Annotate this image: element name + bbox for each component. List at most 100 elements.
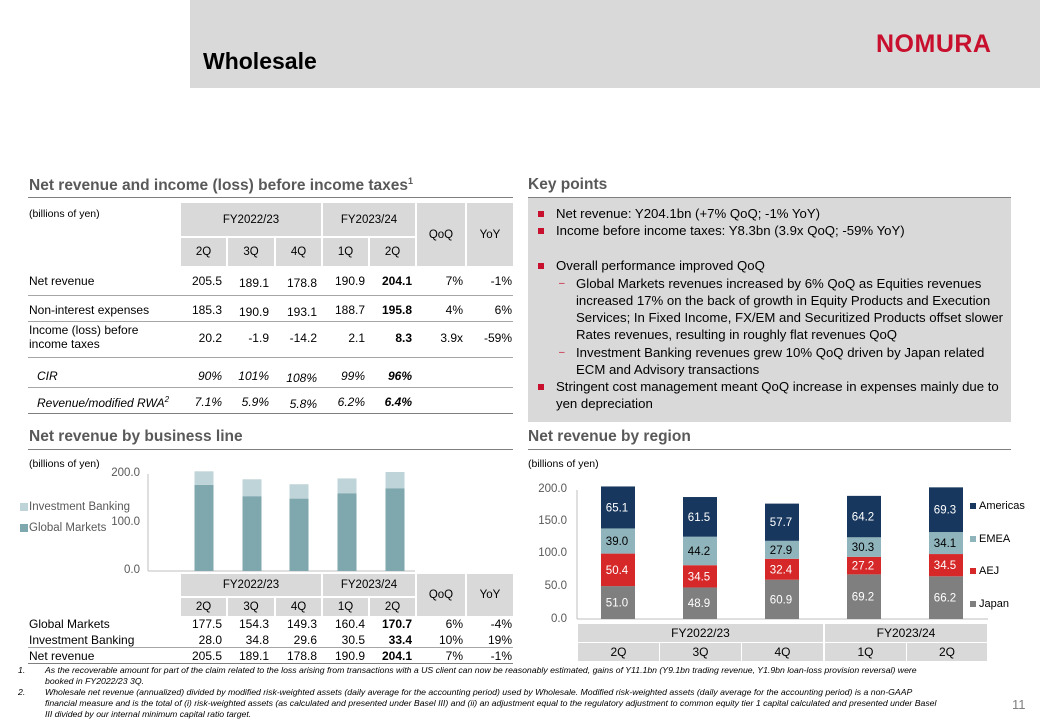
pl-table-title-sup: 1 <box>408 176 414 186</box>
pl-cell: 6.4% <box>384 395 412 409</box>
data-label: 34.5 <box>688 571 710 583</box>
data-label: 48.9 <box>688 598 710 610</box>
data-label: 44.2 <box>688 546 710 558</box>
bar-global-markets <box>385 488 405 571</box>
bar-americas <box>929 487 963 533</box>
data-label: 66.2 <box>934 593 956 605</box>
pl-cell: 7% <box>445 274 463 288</box>
pl-cell: -1.9 <box>248 331 269 345</box>
data-label: 34.5 <box>934 560 956 572</box>
biz-cell: -1% <box>490 649 512 663</box>
pl-cell: 195.8 <box>381 303 412 317</box>
business-chart-unit: (billions of yen) <box>29 458 100 470</box>
key-point-sub: Services; In Fixed Income, FX/EM and Sec… <box>576 310 1004 325</box>
pl-cell: 4% <box>445 303 463 317</box>
biz-cell: 34.8 <box>245 633 269 647</box>
footnote-line: financial measure and is the total of (i… <box>45 698 937 708</box>
legend-label: EMEA <box>979 533 1011 545</box>
bar-emea <box>765 540 799 559</box>
y-tick-label: 200.0 <box>111 467 140 479</box>
pl-row-label: CIR <box>37 369 58 383</box>
pl-cell: 193.1 <box>286 305 317 319</box>
footnote: As the recoverable amount for part of th… <box>45 665 1020 687</box>
biz-cell: 6% <box>445 617 463 631</box>
pl-q-header: 2Q <box>370 238 415 266</box>
header-left-area <box>0 0 190 88</box>
bar-aej <box>847 556 881 575</box>
biz-row-label: Global Markets <box>29 617 110 631</box>
nomura-logo: NOMURA <box>876 30 992 58</box>
data-label: 64.2 <box>852 512 874 524</box>
pl-cell: 189.1 <box>238 276 269 290</box>
key-point: Income before income taxes: Y8.3bn (3.9x… <box>556 223 905 238</box>
key-points-box <box>528 198 1011 422</box>
bar-aej <box>765 558 799 580</box>
biz-row-label: Investment Banking <box>29 633 135 647</box>
pl-table-title-text: Net revenue and income (loss) before inc… <box>29 177 409 195</box>
key-points-title: Key points <box>528 176 608 193</box>
biz-cell: 28.0 <box>198 633 222 647</box>
biz-cell: 30.5 <box>341 633 365 647</box>
data-label: 60.9 <box>770 594 792 606</box>
region-q-header: 3Q <box>660 643 742 661</box>
region-q-header: 2Q <box>907 643 988 661</box>
divider <box>528 197 1011 198</box>
pl-yoy-header: YoY <box>467 203 513 266</box>
y-tick-label: 0.0 <box>551 613 567 625</box>
region-q-header: 4Q <box>742 643 824 661</box>
pl-cell: 20.2 <box>198 331 222 345</box>
pl-q-header: 3Q <box>228 238 274 266</box>
pl-fy2-header: FY2023/24 <box>323 203 415 236</box>
biz-cell: 190.9 <box>334 649 365 663</box>
divider <box>28 197 513 198</box>
bar-investment-banking <box>194 471 214 485</box>
bullet-dash-icon: – <box>559 347 565 358</box>
pl-cell: -59% <box>483 331 512 345</box>
legend-swatch <box>970 601 976 607</box>
footnote-line: Wholesale net revenue (annualized) divid… <box>45 687 913 697</box>
page-number: 11 <box>1012 697 1026 712</box>
data-label: 69.2 <box>852 592 874 604</box>
divider <box>528 449 1011 450</box>
pl-cell: 190.9 <box>238 305 269 319</box>
key-point-sub: Global Markets revenues increased by 6% … <box>576 276 982 291</box>
bar-japan <box>683 587 717 619</box>
legend-swatch <box>20 503 28 511</box>
pl-unit: (billions of yen) <box>29 208 100 220</box>
pl-cell: 2.1 <box>348 331 365 345</box>
key-point-sub: increased 17% on the back of growth in E… <box>576 293 991 308</box>
biz-fy1-header: FY2022/23 <box>181 574 321 596</box>
page-title: Wholesale <box>203 48 317 74</box>
data-label: 34.1 <box>934 538 956 550</box>
pl-row-label: Net revenue <box>29 274 95 288</box>
divider <box>28 321 513 322</box>
bar-emea <box>683 536 717 566</box>
region-chart-title: Net revenue by region <box>528 428 691 445</box>
legend-swatch <box>970 536 976 542</box>
legend-label: Investment Banking <box>29 501 131 513</box>
bar-americas <box>601 486 635 529</box>
pl-cell: -14.2 <box>289 331 317 345</box>
pl-row-label: Income (loss) before income taxes <box>29 323 138 351</box>
bar-japan <box>601 586 635 619</box>
divider <box>28 295 513 296</box>
data-label: 32.4 <box>770 564 793 576</box>
data-label: 69.3 <box>934 505 956 517</box>
bar-global-markets <box>242 496 262 571</box>
bullet-square-icon <box>538 211 544 217</box>
legend-swatch <box>970 503 976 509</box>
pl-row-label-sup: 2 <box>164 395 170 404</box>
bar-investment-banking <box>242 479 262 497</box>
data-label: 39.0 <box>606 536 628 548</box>
biz-cell: 7% <box>445 649 463 663</box>
divider <box>28 413 513 414</box>
bullet-square-icon <box>538 384 544 390</box>
pl-cell: -1% <box>490 274 512 288</box>
divider <box>28 387 513 388</box>
region-fy1-header: FY2022/23 <box>578 624 824 642</box>
pl-cell: 5.9% <box>241 395 269 409</box>
biz-cell: 170.7 <box>381 617 412 631</box>
bar-japan <box>929 576 963 619</box>
bar-global-markets <box>194 484 214 571</box>
